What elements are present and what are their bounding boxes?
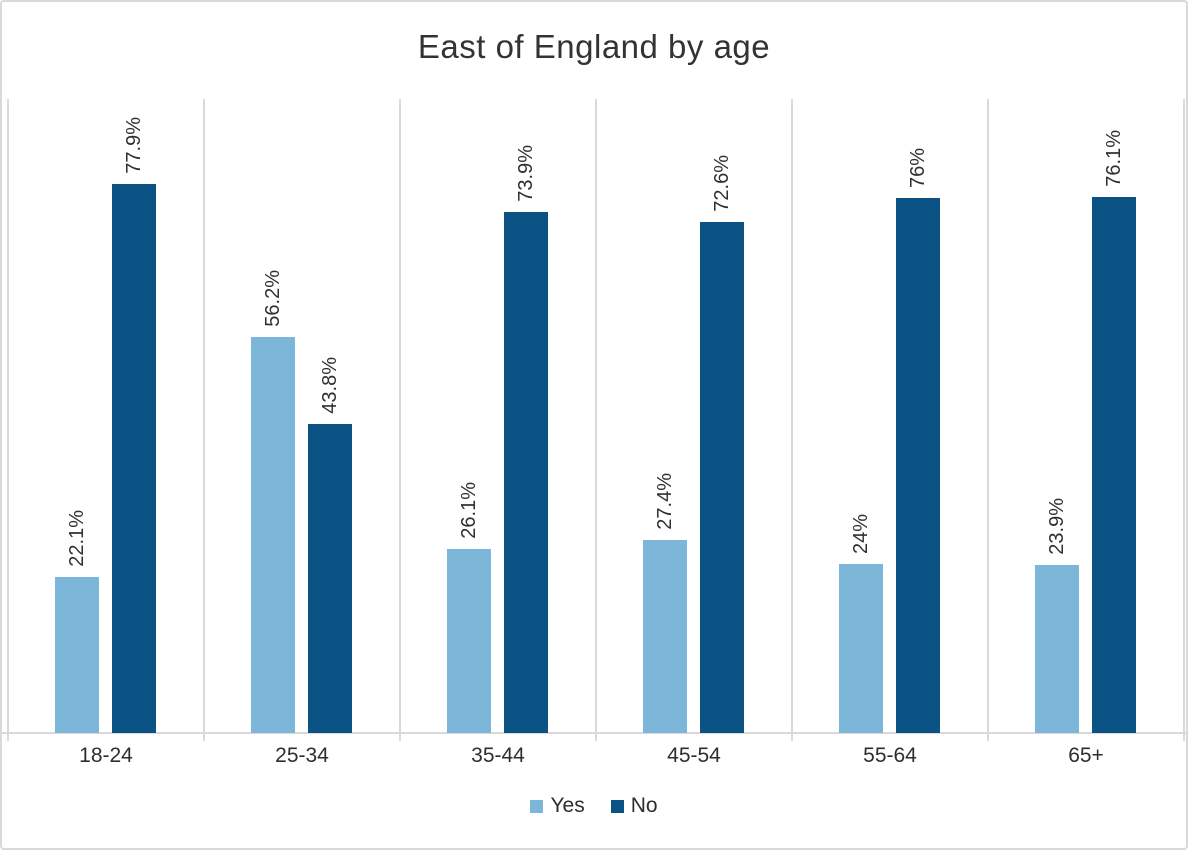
category-boundary-gridline [7, 99, 9, 741]
chart-title: East of England by age [417, 28, 771, 65]
data-label-no-45-54: 72.6% [711, 155, 733, 212]
legend-label: No [630, 794, 658, 817]
data-label-no-25-34: 43.8% [319, 357, 341, 414]
data-label-yes-55-64: 24% [850, 513, 872, 554]
bar-no-18-24 [112, 184, 156, 733]
legend-item-no: No [610, 794, 658, 818]
category-boundary-gridline [399, 99, 401, 741]
data-label-no-18-24: 77.9% [123, 117, 145, 174]
bar-yes-45-54 [643, 540, 687, 733]
plot-area: 22.1% 77.9% 56.2% 43.8% 26.1% 73.9% 27.4% 72.6%… [7, 99, 1185, 741]
category-boundary-gridline [1183, 99, 1185, 741]
data-label-no-35-44: 73.9% [515, 145, 537, 202]
legend: Yes No [2, 794, 1186, 818]
category-boundary-gridline [791, 99, 793, 741]
x-axis-category-label: 65+ [1068, 744, 1104, 767]
bar-yes-65+ [1035, 565, 1079, 733]
x-axis-labels: 18-24 25-34 35-44 45-54 55-64 65+ [8, 744, 1184, 772]
legend-item-yes: Yes [530, 794, 585, 818]
category-boundary-gridline [987, 99, 989, 741]
x-axis-category-label: 25-34 [275, 744, 329, 767]
legend-swatch-icon [530, 799, 544, 813]
bar-yes-18-24 [55, 577, 99, 733]
legend-swatch-icon [610, 799, 624, 813]
category-boundary-gridline [595, 99, 597, 741]
bar-yes-35-44 [447, 549, 491, 733]
category-boundary-gridline [203, 99, 205, 741]
legend-label: Yes [550, 794, 585, 817]
bar-no-55-64 [896, 198, 940, 733]
x-axis-category-label: 55-64 [863, 744, 917, 767]
data-label-yes-35-44: 26.1% [458, 482, 480, 539]
data-label-yes-25-34: 56.2% [262, 270, 284, 327]
data-label-yes-45-54: 27.4% [654, 473, 676, 530]
x-axis-category-label: 35-44 [471, 744, 525, 767]
data-label-no-65+: 76.1% [1103, 130, 1125, 187]
bar-no-45-54 [700, 222, 744, 733]
x-axis-category-label: 18-24 [79, 744, 133, 767]
x-axis-category-label: 45-54 [667, 744, 721, 767]
bar-no-65+ [1092, 197, 1136, 733]
bar-yes-25-34 [251, 337, 295, 733]
bar-no-25-34 [308, 424, 352, 733]
bar-yes-55-64 [839, 564, 883, 733]
data-label-yes-65+: 23.9% [1046, 498, 1068, 555]
data-label-no-55-64: 76% [907, 147, 929, 188]
bar-no-35-44 [504, 212, 548, 733]
data-label-yes-18-24: 22.1% [66, 510, 88, 567]
x-axis-line [2, 732, 1186, 734]
